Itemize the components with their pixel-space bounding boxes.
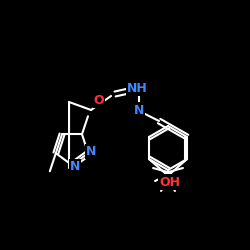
Text: N: N (134, 104, 144, 117)
Text: O: O (94, 94, 104, 106)
Text: N: N (70, 160, 80, 173)
Text: OH: OH (160, 176, 180, 188)
Text: NH: NH (127, 82, 148, 94)
Text: N: N (86, 145, 96, 158)
